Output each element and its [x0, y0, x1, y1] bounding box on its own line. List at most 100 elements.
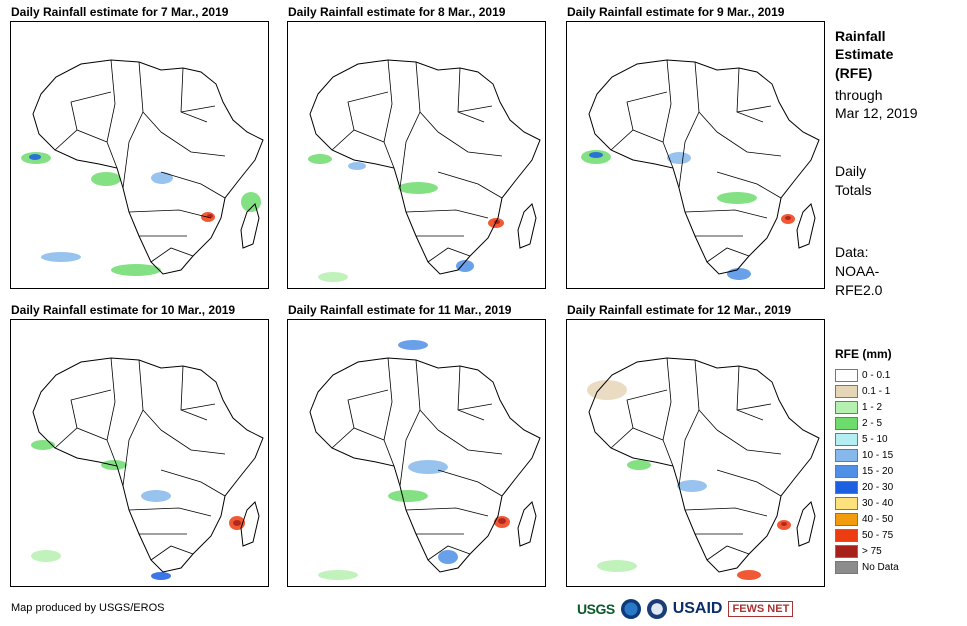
- legend-item: 15 - 20: [835, 463, 899, 479]
- country-border: [122, 111, 144, 189]
- country-border: [457, 403, 493, 411]
- africa-coastline: [32, 59, 264, 275]
- country-border: [706, 247, 750, 263]
- country-border: [662, 357, 674, 467]
- rainfall-patch: [318, 570, 358, 580]
- fews-net-logo: FEWS NET: [728, 601, 794, 617]
- rainfall-map-3: [566, 21, 825, 289]
- credit-text: Map produced by USGS/EROS: [11, 602, 165, 614]
- country-border: [684, 507, 768, 517]
- country-border: [331, 427, 385, 449]
- africa-coastline: [588, 357, 820, 573]
- legend-item: 0 - 0.1: [835, 367, 899, 383]
- rainfall-patch: [438, 550, 458, 564]
- country-border: [70, 91, 112, 131]
- madagascar-coastline: [240, 501, 260, 547]
- legend-swatch: [835, 384, 858, 398]
- sidebar-title-line2: Estimate: [835, 46, 894, 62]
- legend-title: RFE (mm): [835, 347, 892, 361]
- country-border: [684, 209, 768, 219]
- rainfall-map-4: [10, 319, 269, 587]
- country-border: [437, 171, 503, 199]
- legend-swatch: [835, 512, 858, 526]
- country-border: [70, 389, 112, 429]
- country-border: [405, 209, 489, 219]
- country-border: [678, 111, 700, 189]
- legend-item: 1 - 2: [835, 399, 899, 415]
- legend-label: 0 - 0.1: [862, 369, 891, 381]
- rainfall-patch: [785, 216, 791, 220]
- rainfall-patch: [627, 460, 651, 470]
- country-border: [457, 365, 485, 421]
- sidebar-through: through: [835, 87, 883, 103]
- country-border: [106, 357, 118, 467]
- country-border: [716, 429, 782, 455]
- rainfall-patch: [141, 490, 171, 502]
- rainfall-patch: [318, 272, 348, 282]
- legend-item: 10 - 15: [835, 447, 899, 463]
- panel-title-2: Daily Rainfall estimate for 8 Mar., 2019: [288, 5, 506, 19]
- rainfall-patch: [737, 570, 761, 580]
- legend-label: 50 - 75: [862, 529, 894, 541]
- legend-swatch: [835, 400, 858, 414]
- country-border: [427, 545, 471, 561]
- africa-coastline: [309, 59, 541, 275]
- country-border: [160, 469, 226, 497]
- country-border: [736, 403, 772, 411]
- legend-label: 10 - 15: [862, 449, 894, 461]
- country-border: [180, 105, 216, 113]
- panel-title-5: Daily Rainfall estimate for 11 Mar., 201…: [288, 303, 512, 317]
- legend-swatch: [835, 544, 858, 558]
- rainfall-patch: [587, 380, 627, 400]
- legend-swatch: [835, 368, 858, 382]
- rainfall-patch: [31, 550, 61, 562]
- rainfall-map-1: [10, 21, 269, 289]
- noaa-logo-icon: [620, 599, 641, 619]
- country-border: [457, 105, 493, 113]
- country-border: [399, 111, 421, 189]
- panel-title-6: Daily Rainfall estimate for 12 Mar., 201…: [567, 303, 792, 317]
- rainfall-map-6: [566, 319, 825, 587]
- rainfall-map-5: [287, 319, 546, 587]
- legend-label: 15 - 20: [862, 465, 894, 477]
- country-border: [347, 91, 389, 131]
- panel-title-3: Daily Rainfall estimate for 9 Mar., 2019: [567, 5, 785, 19]
- legend-swatch: [835, 416, 858, 430]
- legend-label: No Data: [862, 561, 899, 573]
- country-border: [716, 131, 782, 157]
- country-border: [437, 469, 503, 497]
- legend-swatch: [835, 528, 858, 542]
- country-border: [678, 409, 700, 487]
- panel-title-4: Daily Rainfall estimate for 10 Mar., 201…: [11, 303, 236, 317]
- country-border: [399, 409, 421, 487]
- country-border: [437, 131, 503, 157]
- rainfall-patch: [29, 154, 41, 160]
- country-border: [610, 129, 664, 151]
- legend-swatch: [835, 480, 858, 494]
- legend-item: 30 - 40: [835, 495, 899, 511]
- madagascar-coastline: [240, 203, 260, 249]
- country-border: [716, 469, 782, 497]
- rainfall-patch: [111, 264, 161, 276]
- country-border: [347, 389, 389, 429]
- legend-label: 1 - 2: [862, 401, 883, 413]
- country-border: [150, 247, 194, 263]
- africa-coastline: [32, 357, 264, 573]
- rainfall-patch: [41, 252, 81, 262]
- rainfall-patch: [677, 480, 707, 492]
- legend-label: 20 - 30: [862, 481, 894, 493]
- country-border: [415, 359, 439, 431]
- sidebar-title-line3: (RFE): [835, 65, 873, 81]
- africa-coastline: [588, 59, 820, 275]
- legend-item: 50 - 75: [835, 527, 899, 543]
- legend-label: 0.1 - 1: [862, 385, 891, 397]
- africa-coastline: [309, 357, 541, 573]
- madagascar-coastline: [796, 203, 816, 249]
- country-border: [405, 507, 489, 517]
- sidebar-totals: Totals: [835, 182, 872, 198]
- country-border: [427, 247, 471, 263]
- sidebar-data-label: Data:: [835, 244, 869, 260]
- sidebar-title-line1: Rainfall: [835, 28, 886, 44]
- country-border: [180, 365, 208, 421]
- country-border: [54, 427, 108, 449]
